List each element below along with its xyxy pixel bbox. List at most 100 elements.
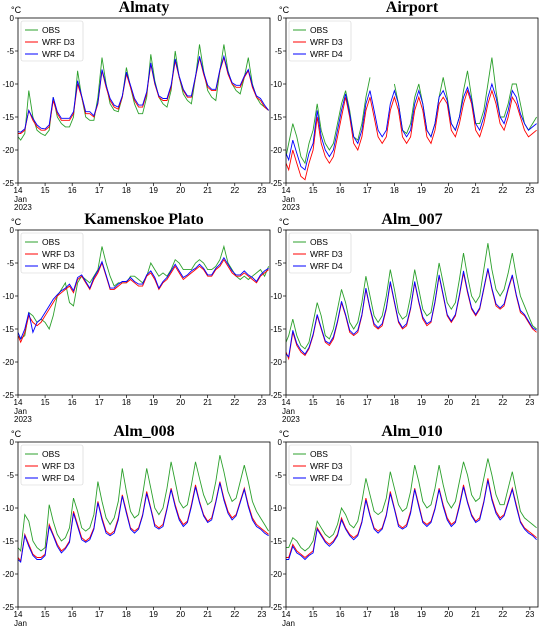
y-tick-label: -20 bbox=[270, 570, 282, 579]
legend: OBS WRF D3 WRF D4 bbox=[20, 444, 84, 486]
x-tick-sublabel: Jan bbox=[282, 407, 295, 416]
x-tick-label: 19 bbox=[149, 398, 158, 407]
x-tick-label: 23 bbox=[257, 186, 266, 195]
y-tick-label: -15 bbox=[270, 325, 282, 334]
chart-title: Alm_007 bbox=[381, 211, 442, 228]
x-tick-label: 15 bbox=[41, 186, 50, 195]
y-tick-label: -15 bbox=[270, 113, 282, 122]
x-tick-label: 22 bbox=[498, 610, 507, 619]
legend: OBS WRF D3 WRF D4 bbox=[288, 20, 352, 62]
legend-label: WRF D4 bbox=[42, 473, 75, 483]
x-tick-label: 19 bbox=[417, 398, 426, 407]
x-tick-label: 17 bbox=[95, 398, 104, 407]
y-tick-label: -15 bbox=[2, 325, 14, 334]
plot-frame bbox=[17, 441, 271, 608]
x-tick-label: 14 bbox=[282, 186, 291, 195]
x-tick-label: 15 bbox=[309, 610, 318, 619]
plot-frame bbox=[17, 17, 271, 184]
legend-label: WRF D4 bbox=[42, 49, 75, 59]
x-tick-label: 23 bbox=[525, 186, 534, 195]
series-line-wrf-d4 bbox=[286, 480, 537, 561]
y-tick-label: -25 bbox=[270, 179, 282, 188]
y-tick-label: -10 bbox=[2, 292, 14, 301]
legend-box bbox=[288, 444, 352, 486]
y-unit-label: °C bbox=[11, 5, 22, 15]
chart-title: Alm_010 bbox=[381, 423, 442, 440]
legend-box bbox=[20, 20, 84, 62]
x-tick-label: 23 bbox=[525, 610, 534, 619]
x-tick-label: 16 bbox=[68, 398, 77, 407]
y-unit-label: °C bbox=[11, 217, 22, 227]
y-tick-label: 0 bbox=[278, 438, 283, 447]
x-tick-label: 19 bbox=[417, 186, 426, 195]
x-tick-label: 21 bbox=[471, 610, 480, 619]
plot-frame bbox=[285, 229, 539, 396]
x-tick-label: 20 bbox=[176, 610, 185, 619]
x-tick-label: 21 bbox=[203, 186, 212, 195]
x-tick-sublabel: 2023 bbox=[282, 203, 300, 212]
x-tick-label: 21 bbox=[471, 186, 480, 195]
y-tick-label: -20 bbox=[270, 358, 282, 367]
y-tick-label: -10 bbox=[2, 504, 14, 513]
y-tick-label: -10 bbox=[2, 80, 14, 89]
legend-label: WRF D3 bbox=[310, 461, 343, 471]
x-tick-sublabel: Jan bbox=[14, 195, 27, 204]
y-tick-label: -5 bbox=[7, 47, 15, 56]
legend-label: OBS bbox=[42, 449, 60, 459]
x-tick-label: 16 bbox=[336, 186, 345, 195]
x-tick-label: 21 bbox=[203, 610, 212, 619]
series-line-wrf-d4 bbox=[18, 482, 269, 564]
x-tick-label: 17 bbox=[363, 186, 372, 195]
x-tick-label: 17 bbox=[363, 398, 372, 407]
legend-box bbox=[20, 232, 84, 274]
x-tick-label: 16 bbox=[336, 610, 345, 619]
x-tick-label: 20 bbox=[444, 186, 453, 195]
y-tick-label: 0 bbox=[278, 14, 283, 23]
x-tick-label: 21 bbox=[471, 398, 480, 407]
y-tick-label: -25 bbox=[2, 603, 14, 612]
series-line-wrf-d4 bbox=[18, 256, 269, 341]
y-tick-label: 0 bbox=[10, 438, 15, 447]
y-tick-label: 0 bbox=[10, 226, 15, 235]
chart-title: Alm_008 bbox=[113, 423, 174, 440]
x-tick-label: 16 bbox=[68, 610, 77, 619]
legend-label: OBS bbox=[42, 25, 60, 35]
y-unit-label: °C bbox=[11, 429, 22, 439]
x-tick-label: 14 bbox=[14, 398, 23, 407]
plot-frame bbox=[285, 17, 539, 184]
legend-box bbox=[288, 20, 352, 62]
x-tick-label: 21 bbox=[203, 398, 212, 407]
x-tick-label: 20 bbox=[444, 610, 453, 619]
y-tick-label: -10 bbox=[270, 504, 282, 513]
legend-box bbox=[288, 232, 352, 274]
series-line-wrf-d3 bbox=[286, 269, 537, 361]
y-tick-label: -25 bbox=[2, 179, 14, 188]
series-line-wrf-d3 bbox=[18, 481, 269, 562]
x-tick-label: 22 bbox=[230, 398, 239, 407]
x-tick-sublabel: 2023 bbox=[14, 203, 32, 212]
x-tick-label: 19 bbox=[149, 610, 158, 619]
y-tick-label: -10 bbox=[270, 80, 282, 89]
x-tick-label: 22 bbox=[498, 398, 507, 407]
y-tick-label: 0 bbox=[10, 14, 15, 23]
y-tick-label: -5 bbox=[275, 471, 283, 480]
legend-label: WRF D4 bbox=[310, 49, 343, 59]
x-tick-label: 14 bbox=[14, 186, 23, 195]
x-tick-label: 19 bbox=[149, 186, 158, 195]
y-tick-label: -25 bbox=[2, 391, 14, 400]
x-tick-label: 18 bbox=[390, 610, 399, 619]
series-line-obs bbox=[18, 44, 269, 141]
y-tick-label: -20 bbox=[2, 146, 14, 155]
x-tick-label: 23 bbox=[525, 398, 534, 407]
legend-label: WRF D3 bbox=[42, 37, 75, 47]
legend-label: WRF D3 bbox=[42, 249, 75, 259]
x-tick-sublabel: Jan bbox=[14, 619, 27, 627]
x-tick-label: 20 bbox=[176, 398, 185, 407]
y-tick-label: -10 bbox=[270, 292, 282, 301]
y-tick-label: -15 bbox=[270, 537, 282, 546]
